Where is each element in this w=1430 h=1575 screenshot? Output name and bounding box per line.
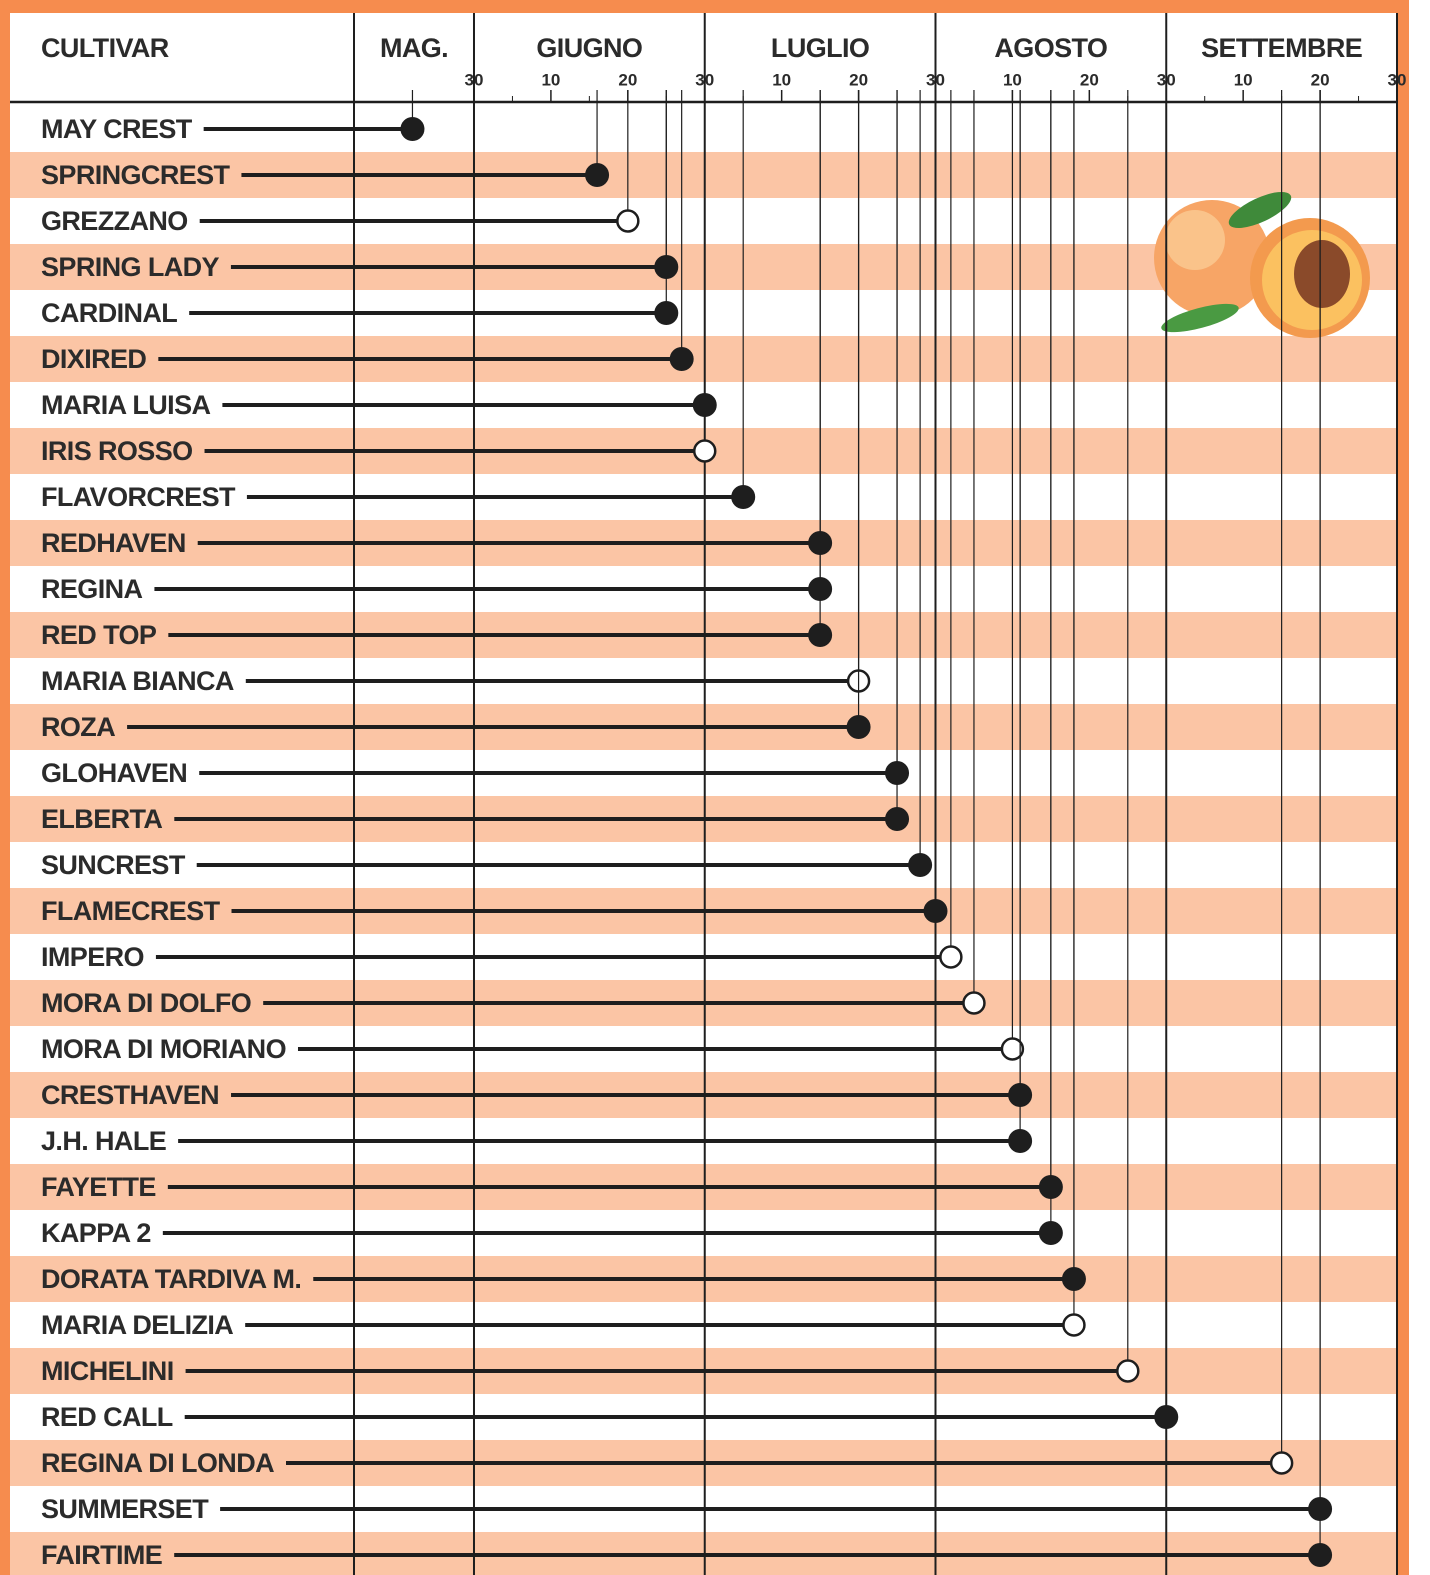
open-dot	[1116, 1359, 1140, 1383]
dot	[885, 807, 910, 831]
dot	[1308, 1543, 1333, 1567]
dot	[808, 623, 833, 647]
row-label: CARDINAL	[41, 298, 177, 328]
row-label: REGINA DI LONDA	[41, 1448, 274, 1478]
row-label: MORA DI MORIANO	[41, 1034, 286, 1064]
row-label: MAY CREST	[41, 114, 193, 144]
row-label: REGINA	[41, 574, 143, 604]
month-label: MAG.	[380, 33, 448, 63]
row-label: SPRINGCREST	[41, 160, 231, 190]
row-label: ELBERTA	[41, 804, 162, 834]
dot	[1008, 1129, 1033, 1153]
x-tick-label: 20	[1080, 70, 1099, 89]
dot	[669, 347, 694, 371]
month-label: AGOSTO	[994, 33, 1107, 63]
row-label: IMPERO	[41, 942, 144, 972]
open-dot	[962, 991, 986, 1015]
row-label: MORA DI DOLFO	[41, 988, 251, 1018]
row-label: IRIS ROSSO	[41, 436, 193, 466]
dot	[585, 163, 610, 187]
month-label: SETTEMBRE	[1201, 33, 1362, 63]
row-label: MARIA LUISA	[41, 390, 210, 420]
row-label: GREZZANO	[41, 206, 188, 236]
row-label: SUMMERSET	[41, 1494, 209, 1524]
x-tick-label: 20	[618, 70, 637, 89]
row-label: MICHELINI	[41, 1356, 174, 1386]
x-tick-label: 20	[1311, 70, 1330, 89]
row-label: FAIRTIME	[41, 1540, 162, 1570]
dot	[908, 853, 933, 877]
row-label: FAYETTE	[41, 1172, 156, 1202]
open-dot	[616, 209, 640, 233]
x-tick-label: 10	[1234, 70, 1253, 89]
x-tick-label: 10	[541, 70, 560, 89]
row-label: RED CALL	[41, 1402, 173, 1432]
row-label: ROZA	[41, 712, 115, 742]
row-label: MARIA DELIZIA	[41, 1310, 233, 1340]
dot	[731, 485, 756, 509]
open-dot	[1269, 1451, 1294, 1475]
row-label: REDHAVEN	[41, 528, 186, 558]
open-dot	[939, 945, 963, 969]
row-label: GLOHAVEN	[41, 758, 187, 788]
open-dot	[692, 439, 717, 463]
row-label: KAPPA 2	[41, 1218, 151, 1248]
open-dot	[1062, 1313, 1086, 1337]
row-label: MARIA BIANCA	[41, 666, 234, 696]
row-label: SUNCREST	[41, 850, 186, 880]
row-label: DIXIRED	[41, 344, 146, 374]
dot	[654, 301, 679, 325]
row-label: FLAMECREST	[41, 896, 221, 926]
row-label: SPRING LADY	[41, 252, 220, 282]
x-tick-label: 20	[849, 70, 868, 89]
month-label: LUGLIO	[771, 33, 869, 63]
month-label: GIUGNO	[536, 33, 642, 63]
column-header: CULTIVAR	[41, 33, 169, 63]
row-label: CRESTHAVEN	[41, 1080, 219, 1110]
row-label: RED TOP	[41, 620, 157, 650]
open-dot	[1000, 1037, 1025, 1061]
x-tick-label: 10	[772, 70, 791, 89]
dot	[923, 899, 948, 923]
dot	[1038, 1221, 1063, 1245]
row-label: DORATA TARDIVA M.	[41, 1264, 301, 1294]
dot	[400, 117, 425, 141]
dot	[846, 715, 871, 739]
dot	[1154, 1405, 1179, 1429]
row-label: J.H. HALE	[41, 1126, 166, 1156]
peach-illustration	[1154, 191, 1370, 338]
x-tick-label: 10	[1003, 70, 1022, 89]
row-label: FLAVORCREST	[41, 482, 236, 512]
